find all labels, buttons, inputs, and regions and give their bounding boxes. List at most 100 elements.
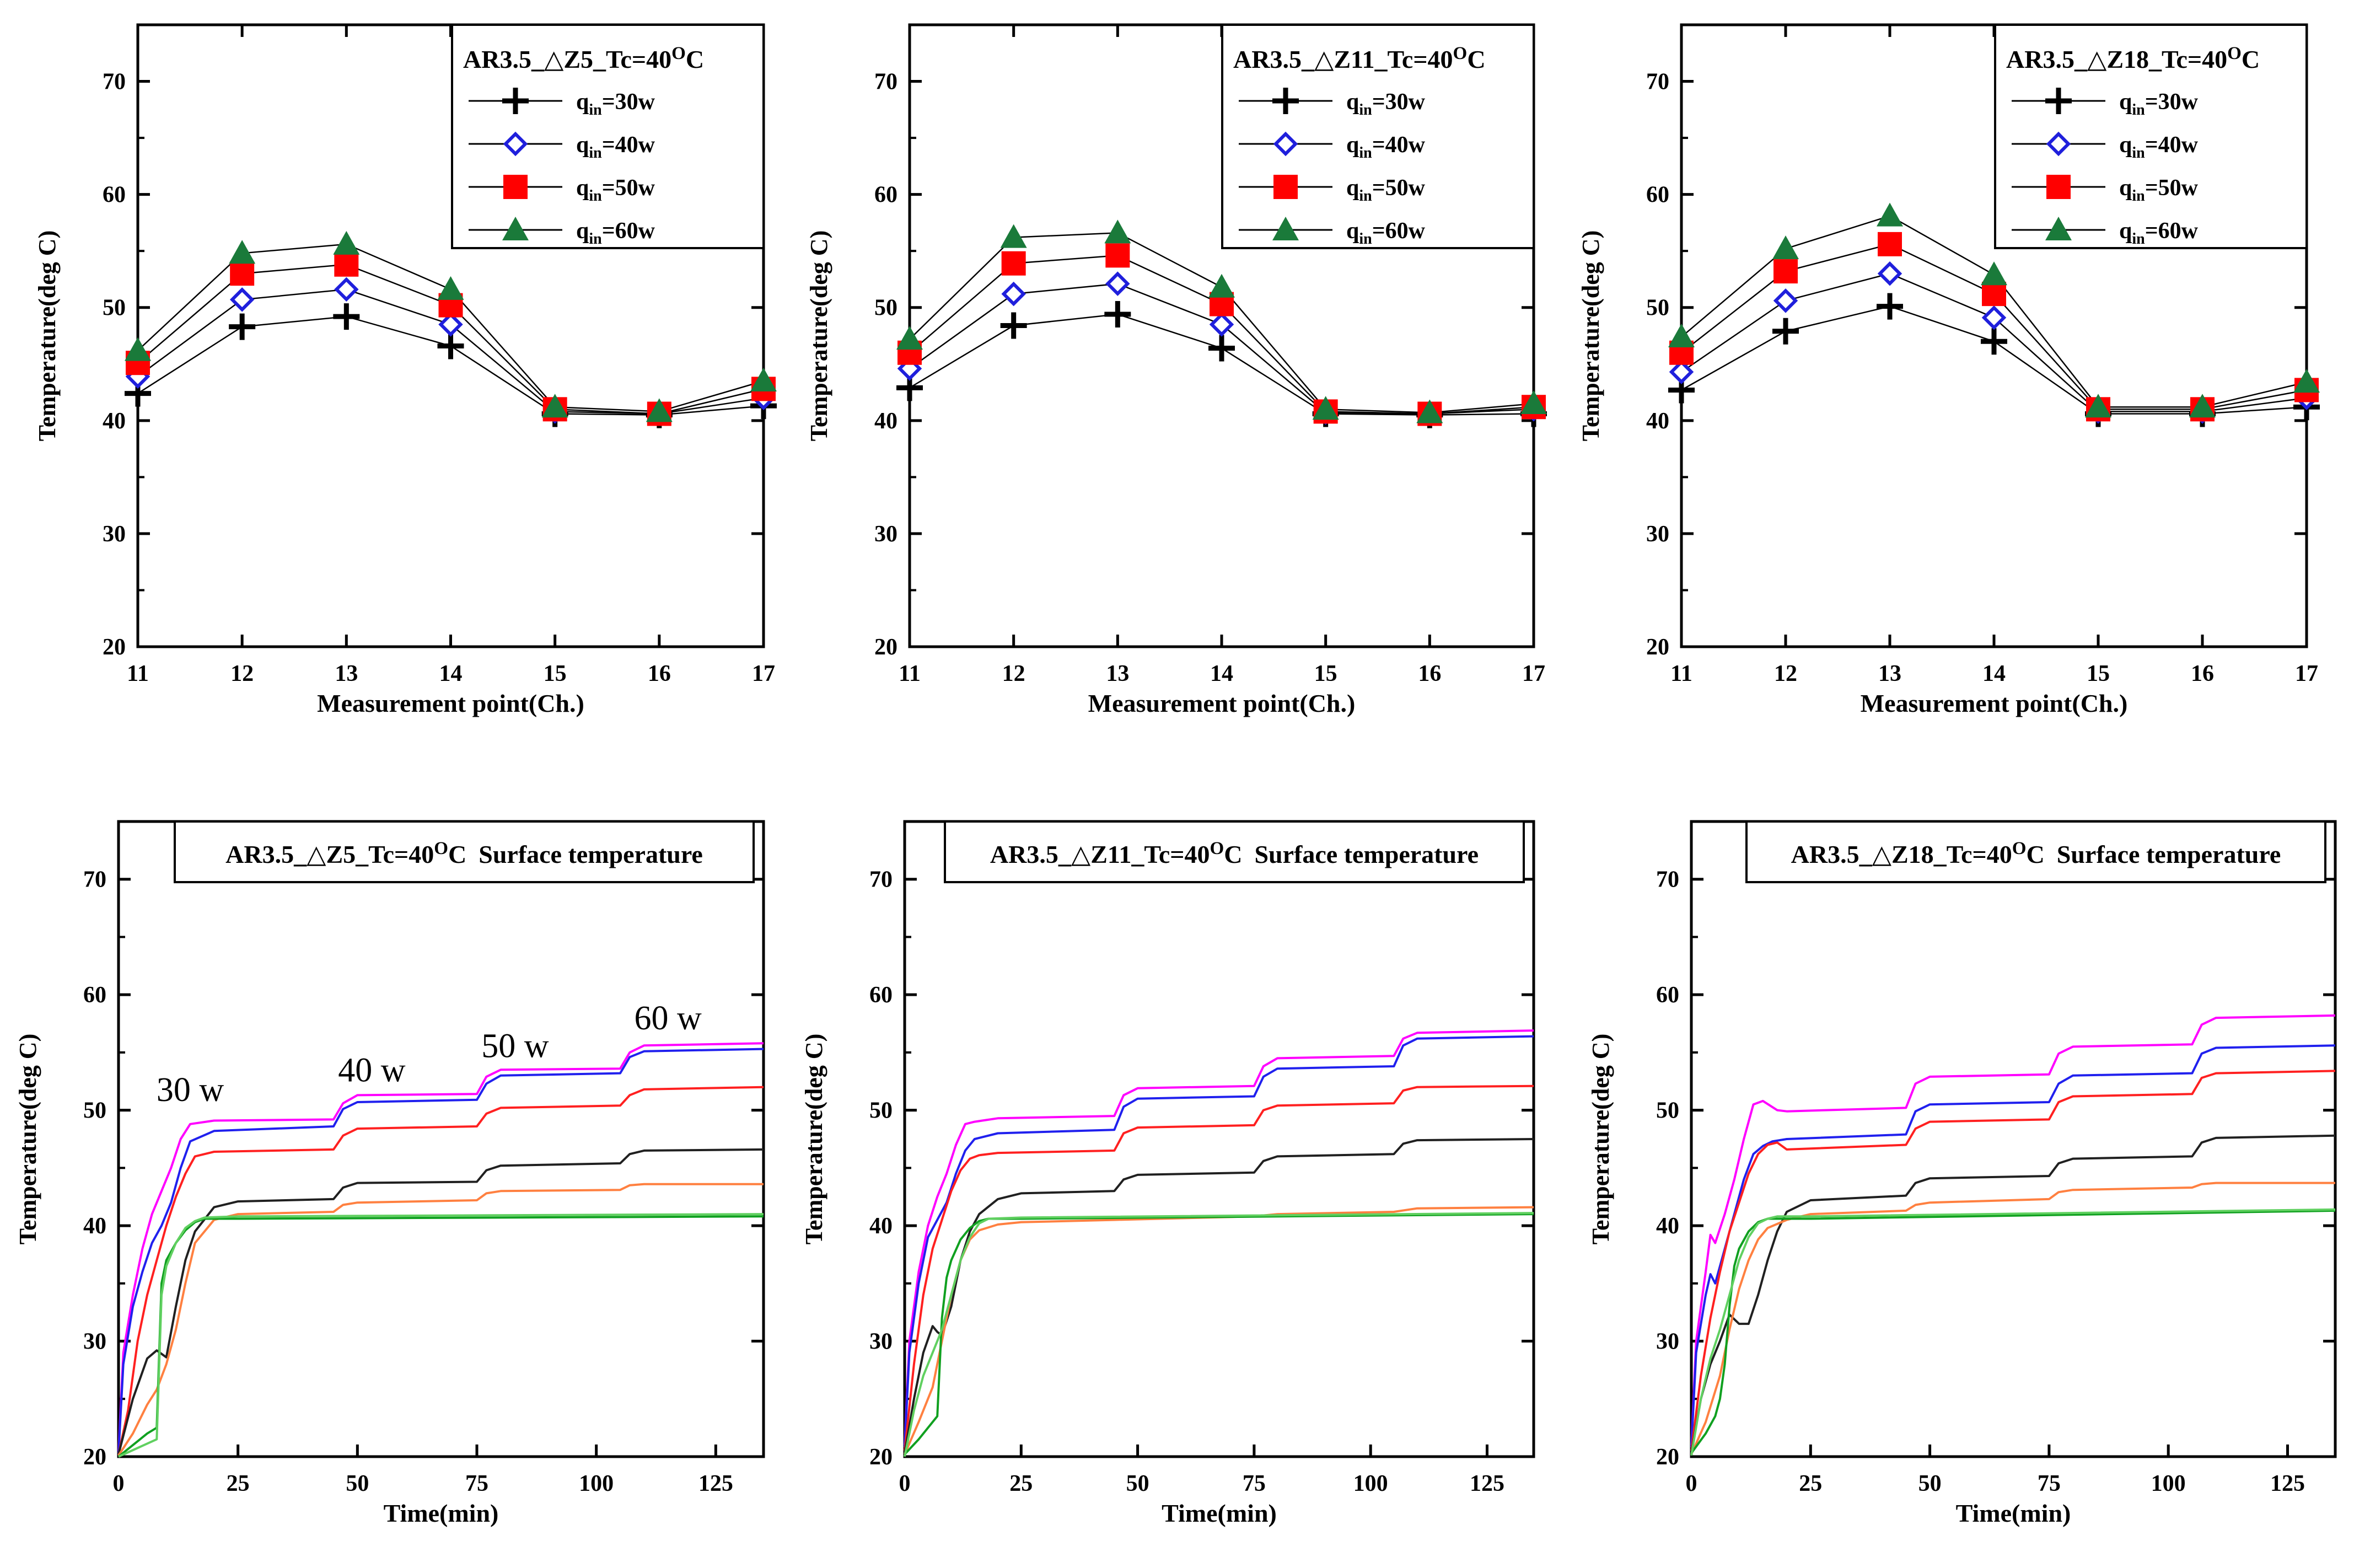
- data-point-diamond: [1773, 288, 1798, 313]
- series-line-green: [117, 1215, 764, 1458]
- x-tick-label: 16: [2191, 661, 2214, 686]
- x-tick-label: 50: [1126, 1471, 1149, 1496]
- data-point-square: [230, 261, 255, 286]
- y-tick-label: 20: [103, 635, 126, 660]
- x-tick-label: 100: [579, 1471, 614, 1496]
- data-point-triangle: [1104, 219, 1131, 244]
- legend-box: [1994, 24, 2308, 249]
- x-tick-label: 100: [1353, 1471, 1388, 1496]
- x-tick-label: 50: [1918, 1471, 1942, 1496]
- y-tick-label: 20: [1656, 1445, 1679, 1470]
- x-tick-label: 11: [127, 661, 149, 686]
- data-point-triangle: [541, 394, 568, 418]
- chart-panel-2: 20 30 40 50 60 70 11 12 13 14 15 16 17 Measurement po…: [805, 23, 1547, 717]
- data-point-plus: [437, 332, 464, 359]
- y-tick-label: 70: [874, 69, 897, 95]
- data-point-triangle: [896, 326, 923, 350]
- y-tick-label: 50: [1656, 1098, 1679, 1124]
- series-line-magenta: [1690, 1014, 2336, 1446]
- data-point-plus: [1772, 318, 1799, 345]
- data-point-square: [1773, 259, 1798, 284]
- data-point-triangle: [2293, 369, 2320, 393]
- data-point-diamond: [1669, 359, 1694, 384]
- legend-entry: qin=40w: [1346, 132, 1426, 162]
- legend-entry: qin=40w: [2119, 132, 2199, 162]
- title-box: AR3.5_△Z5_Tc=40OC Surface temperature: [174, 820, 755, 883]
- y-axis-label: Temperature(deg C): [34, 230, 61, 442]
- chart-panel-5: 20 30 40 50 60 70 0 25 50 75 100 125 Time(min) Temper…: [800, 820, 1535, 1527]
- y-tick-label: 60: [1646, 182, 1669, 208]
- legend: AR3.5_△Z5_Tc=40OC qin=30w qin=40w qin=50w qi…: [451, 24, 765, 249]
- data-point-triangle: [1877, 202, 1903, 227]
- x-tick-label: 75: [465, 1471, 488, 1496]
- title-frame: [1745, 820, 2326, 883]
- y-tick-label: 40: [874, 409, 897, 434]
- legend-marker-triangle: [2045, 217, 2072, 240]
- data-point-triangle: [333, 230, 360, 255]
- x-tick-label: 125: [2270, 1471, 2305, 1496]
- x-tick-label: 12: [230, 661, 254, 686]
- data-point-square: [1982, 282, 2006, 307]
- x-tick-label: 15: [2087, 661, 2110, 686]
- x-tick-label: 13: [335, 661, 358, 686]
- x-tick-label: 12: [1774, 661, 1797, 686]
- legend-entry: qin=60w: [2119, 218, 2199, 248]
- series-line-orange: [904, 1206, 1534, 1455]
- legend-box: [1221, 24, 1535, 249]
- series-line-orange: [1690, 1182, 2335, 1455]
- y-tick-label: 70: [869, 867, 893, 893]
- series-line-light-green: [1690, 1208, 2336, 1456]
- series-line-red: [1690, 1070, 2336, 1451]
- data-point-plus: [333, 303, 360, 330]
- data-point-triangle: [2189, 394, 2216, 418]
- data-point-triangle: [437, 276, 464, 300]
- legend-marker-plus: [2045, 88, 2072, 114]
- chart-title: AR3.5_△Z11_Tc=40OC: [1233, 43, 1486, 73]
- x-tick-label: 17: [2295, 661, 2318, 686]
- y-tick-label: 20: [874, 635, 897, 660]
- legend-entry: qin=60w: [576, 218, 655, 248]
- y-tick-label: 50: [83, 1098, 106, 1124]
- legend-entry: qin=60w: [1346, 218, 1426, 248]
- legend-entry: qin=30w: [2119, 89, 2199, 119]
- x-tick-label: 16: [648, 661, 671, 686]
- data-point-triangle: [1000, 224, 1027, 248]
- y-tick-label: 70: [1656, 867, 1679, 893]
- legend: AR3.5_△Z11_Tc=40OC qin=30w qin=40w qin=50w q…: [1221, 24, 1535, 249]
- y-tick-label: 70: [83, 867, 106, 893]
- legend-marker-square: [2046, 175, 2071, 199]
- data-point-triangle: [1312, 396, 1339, 420]
- chart-title: AR3.5_△Z18_Tc=40OC: [2006, 43, 2260, 73]
- y-axis-label: Temperature(deg C): [805, 230, 832, 442]
- series-line-green: [904, 1213, 1534, 1456]
- legend-entry: qin=50w: [2119, 175, 2199, 205]
- legend-marker-diamond: [1273, 131, 1298, 157]
- plot-frame: [117, 820, 765, 1458]
- chart-title: AR3.5_△Z5_Tc=40OC Surface temperature: [225, 838, 703, 868]
- chart-panel-1: 20 30 40 50 60 70 11 12 13 14 15 16 17 Measurement po…: [34, 23, 777, 717]
- series-line-green: [1690, 1209, 2336, 1454]
- y-tick-label: 50: [874, 296, 897, 321]
- x-tick-label: 11: [1670, 661, 1692, 686]
- y-tick-label: 20: [1646, 635, 1669, 660]
- x-axis-label: Measurement point(Ch.): [1088, 689, 1356, 717]
- y-axis-label: Temperature(deg C): [1577, 230, 1604, 442]
- x-tick-label: 25: [1009, 1471, 1033, 1496]
- data-point-triangle: [750, 368, 777, 392]
- y-tick-label: 50: [1646, 296, 1669, 321]
- series-line-light-green: [118, 1213, 764, 1458]
- x-tick-label: 0: [899, 1471, 911, 1496]
- annotation-label: 40 w: [338, 1051, 406, 1089]
- y-tick-label: 40: [1656, 1213, 1679, 1239]
- data-point-diamond: [229, 287, 255, 312]
- data-point-square: [1105, 243, 1130, 268]
- y-tick-label: 40: [103, 409, 126, 434]
- series-line-blue: [904, 1035, 1534, 1448]
- legend-marker-plus: [1272, 88, 1299, 114]
- y-tick-label: 60: [1656, 982, 1679, 1008]
- legend-entry: qin=30w: [1346, 89, 1426, 119]
- y-tick-label: 30: [869, 1329, 893, 1355]
- y-tick-label: 70: [103, 69, 126, 95]
- legend-marker-square: [503, 175, 528, 199]
